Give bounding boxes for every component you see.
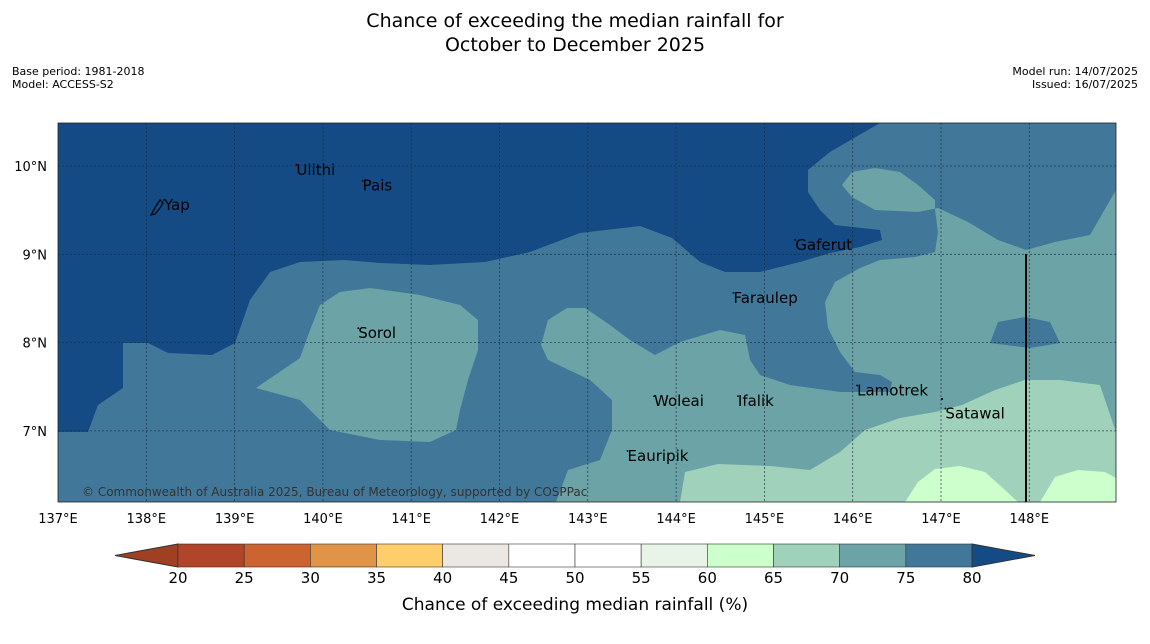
colorbar-tick-label: 55	[632, 569, 651, 587]
place-label-ifalik: Ifalik	[738, 392, 774, 410]
place-marker	[357, 327, 360, 330]
colorbar-tick-label: 50	[565, 569, 584, 587]
model-text: Model: ACCESS-S2	[12, 78, 114, 91]
latitude-label: 9°N	[23, 248, 48, 263]
place-marker	[737, 395, 739, 398]
meta-left: Base period: 1981-2018 Model: ACCESS-S2	[12, 65, 144, 91]
colorbar-cell	[773, 543, 840, 568]
place-marker	[944, 407, 947, 410]
longitude-label: 142°E	[480, 512, 520, 527]
colorbar-cell	[640, 543, 708, 568]
longitude-label: 147°E	[921, 512, 961, 527]
place-label-faraulep: Faraulep	[733, 289, 797, 307]
place-label-eauripik: Eauripik	[628, 447, 689, 465]
longitude-label: 144°E	[656, 512, 696, 527]
colorbar-cell	[177, 543, 245, 568]
issued-text: Issued: 16/07/2025	[1031, 78, 1138, 91]
title-line-1: Chance of exceeding the median rainfall …	[366, 10, 784, 32]
map-title: Chance of exceeding the median rainfall …	[0, 9, 1150, 57]
place-labels: Yap Ulithi Pais Gaferut Faraulep Sorol Lamotre…	[163, 161, 1005, 465]
place-label-sorol: Sorol	[358, 324, 396, 342]
colorbar-tick-label: 60	[698, 569, 717, 587]
latitude-label: 7°N	[23, 425, 48, 440]
place-label-pais: Pais	[363, 177, 393, 195]
colorbar-cell	[707, 543, 774, 568]
place-marker	[732, 291, 735, 294]
colorbar-cell	[376, 543, 443, 568]
island-dot	[940, 397, 944, 401]
place-label-woleai: Woleai	[654, 392, 704, 410]
map-gridlines	[58, 123, 1116, 502]
colorbar-cell	[839, 543, 907, 568]
place-marker	[163, 199, 165, 202]
longitude-label: 148°E	[1010, 512, 1050, 527]
longitude-label: 138°E	[127, 512, 167, 527]
colorbar-tick-label: 80	[962, 569, 981, 587]
place-label-gaferut: Gaferut	[795, 236, 852, 254]
colorbar-cell	[442, 543, 510, 568]
colorbar-cell	[310, 543, 377, 568]
place-marker	[856, 384, 859, 387]
colorbar-cell	[905, 543, 973, 568]
latitude-label: 10°N	[14, 160, 47, 175]
colorbar-ticks: 20 25 30 35 40 45 50 55 60 65 70 75 80	[168, 569, 981, 587]
place-marker	[794, 238, 797, 241]
colorbar-tick-label: 25	[235, 569, 254, 587]
place-label-yap: Yap	[163, 196, 190, 214]
colorbar-tick-label: 40	[433, 569, 452, 587]
colorbar-tick-label: 75	[896, 569, 915, 587]
colorbar-tick-label: 70	[830, 569, 849, 587]
longitude-label: 141°E	[391, 512, 431, 527]
place-label-lamotrek: Lamotrek	[857, 382, 928, 400]
longitude-label: 143°E	[568, 512, 608, 527]
longitude-label: 137°E	[38, 512, 78, 527]
colorbar-under-triangle	[114, 543, 179, 568]
place-marker	[626, 450, 629, 452]
title-line-2: October to December 2025	[444, 34, 706, 56]
place-label-ulithi: Ulithi	[296, 161, 335, 179]
base-period-text: Base period: 1981-2018	[12, 65, 145, 78]
latitude-axis: 10°N 9°N 8°N 7°N	[14, 160, 47, 440]
colorbar-cell	[508, 543, 576, 568]
longitude-label: 140°E	[303, 512, 343, 527]
colorbar-cell	[243, 543, 311, 568]
colorbar-label: Chance of exceeding median rainfall (%)	[402, 595, 748, 615]
rainfall-map: Yap Ulithi Pais Gaferut Faraulep Sorol Lamotre…	[14, 122, 1117, 527]
colorbar-tick-label: 35	[367, 569, 386, 587]
colorbar-tick-label: 65	[764, 569, 783, 587]
band-60-65	[905, 466, 1116, 502]
colorbar-cell	[574, 543, 642, 568]
longitude-label: 139°E	[215, 512, 255, 527]
place-label-satawal: Satawal	[945, 405, 1004, 423]
place-marker	[361, 179, 364, 182]
meta-right: Model run: 14/07/2025 Issued: 16/07/2025	[1012, 65, 1138, 91]
longitude-label: 145°E	[745, 512, 785, 527]
longitude-axis: 137°E 138°E 139°E 140°E 141°E 142°E 143°E 144°E…	[38, 512, 1049, 527]
place-marker	[653, 395, 655, 398]
map-frame	[57, 122, 1117, 503]
colorbar-over-triangle	[971, 543, 1036, 568]
colorbar-cells	[177, 543, 973, 568]
latitude-label: 8°N	[23, 337, 48, 352]
band-65-70	[680, 380, 1116, 502]
model-run-text: Model run: 14/07/2025	[1012, 65, 1138, 78]
copyright-text: © Commonwealth of Australia 2025, Bureau…	[82, 485, 587, 499]
band-70-75	[58, 168, 1116, 502]
longitude-label: 146°E	[833, 512, 873, 527]
colorbar-tick-label: 20	[168, 569, 187, 587]
colorbar-tick-label: 30	[301, 569, 320, 587]
map-contours	[58, 123, 1116, 502]
place-marker	[295, 163, 298, 166]
yap-island-shape	[149, 199, 164, 216]
colorbar-tick-label: 45	[499, 569, 518, 587]
